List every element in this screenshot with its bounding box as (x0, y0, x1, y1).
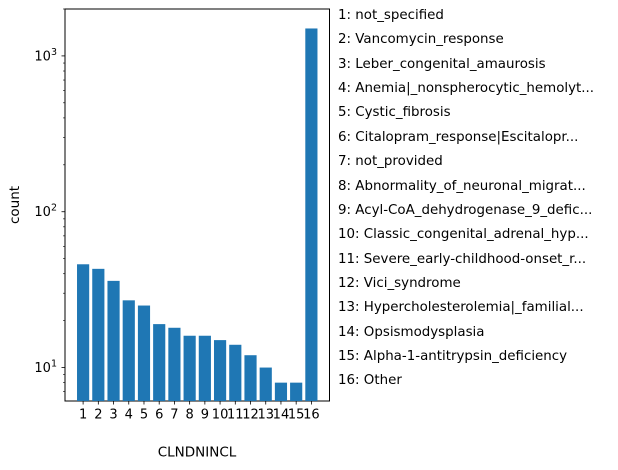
legend-item: 14: Opsismodysplasia (338, 324, 485, 340)
x-tick-label: 15 (288, 408, 305, 423)
legend-item: 7: not_provided (338, 154, 443, 170)
x-tick-label: 12 (242, 408, 259, 423)
plot-frame-group (64, 8, 330, 402)
x-tick-label: 10 (212, 408, 229, 423)
legend-item: 13: Hypercholesterolemia|_familial... (338, 300, 584, 316)
legend-item: 2: Vancomycin_response (338, 32, 504, 48)
bar (122, 300, 135, 401)
x-axis-label: CLNDNINCL (158, 445, 237, 461)
legend-item: 3: Leber_congenital_amaurosis (338, 56, 546, 72)
legend-item: 6: Citalopram_response|Escitalopr... (338, 129, 579, 145)
x-tick-label: 3 (109, 408, 117, 423)
x-tick-label: 2 (94, 408, 102, 423)
y-axis-label: count (7, 186, 23, 224)
legend-item: 15: Alpha-1-antitrypsin_deficiency (338, 349, 568, 365)
bar (259, 367, 272, 401)
legend-item: 11: Severe_early-childhood-onset_r... (338, 251, 587, 267)
x-tick-label: 14 (273, 408, 290, 423)
y-tick-label: 102 (34, 202, 57, 220)
legend-item: 4: Anemia|_nonspherocytic_hemolyt... (338, 81, 595, 97)
legend-item: 1: not_specified (338, 8, 444, 23)
bar (290, 382, 303, 401)
x-tick-label: 4 (125, 408, 133, 423)
legend-item: 12: Vici_syndrome (338, 275, 461, 291)
bar (183, 335, 196, 401)
x-tick-label: 13 (257, 408, 274, 423)
x-tick-label: 5 (140, 408, 148, 423)
legend-item: 9: Acyl-CoA_dehydrogenase_9_defic... (338, 202, 593, 218)
bar (153, 324, 166, 401)
bar (92, 268, 105, 401)
bars-group (77, 28, 318, 401)
bar (213, 340, 227, 401)
x-tick-label: 8 (186, 408, 194, 423)
bar (229, 344, 242, 401)
y-tick-label: 101 (34, 358, 57, 376)
x-tick-label: 16 (303, 408, 320, 423)
legend-item: 16: Other (338, 373, 402, 389)
bar (137, 305, 151, 401)
y-tick-label: 103 (34, 46, 57, 64)
y-axis-ticks: 101 102 103 (34, 8, 65, 392)
legend-item: 10: Classic_congenital_adrenal_hyp... (338, 227, 589, 243)
x-tick-label: 7 (170, 408, 178, 423)
bar (198, 335, 211, 401)
bar (274, 382, 288, 401)
legend-item: 5: Cystic_fibrosis (338, 105, 451, 121)
x-tick-label: 9 (201, 408, 209, 423)
x-tick-label: 6 (155, 408, 163, 423)
bar (77, 264, 90, 401)
legend-item: 8: Abnormality_of_neuronal_migrat... (338, 178, 586, 194)
bar (107, 280, 120, 401)
bar (244, 355, 257, 401)
plot-frame (64, 8, 330, 402)
x-tick-label: 1 (79, 408, 87, 423)
legend: 1: not_specified 2: Vancomycin_response 3:… (338, 4, 614, 394)
x-tick-label: 11 (227, 408, 244, 423)
bar (168, 327, 181, 401)
bar (305, 28, 318, 401)
